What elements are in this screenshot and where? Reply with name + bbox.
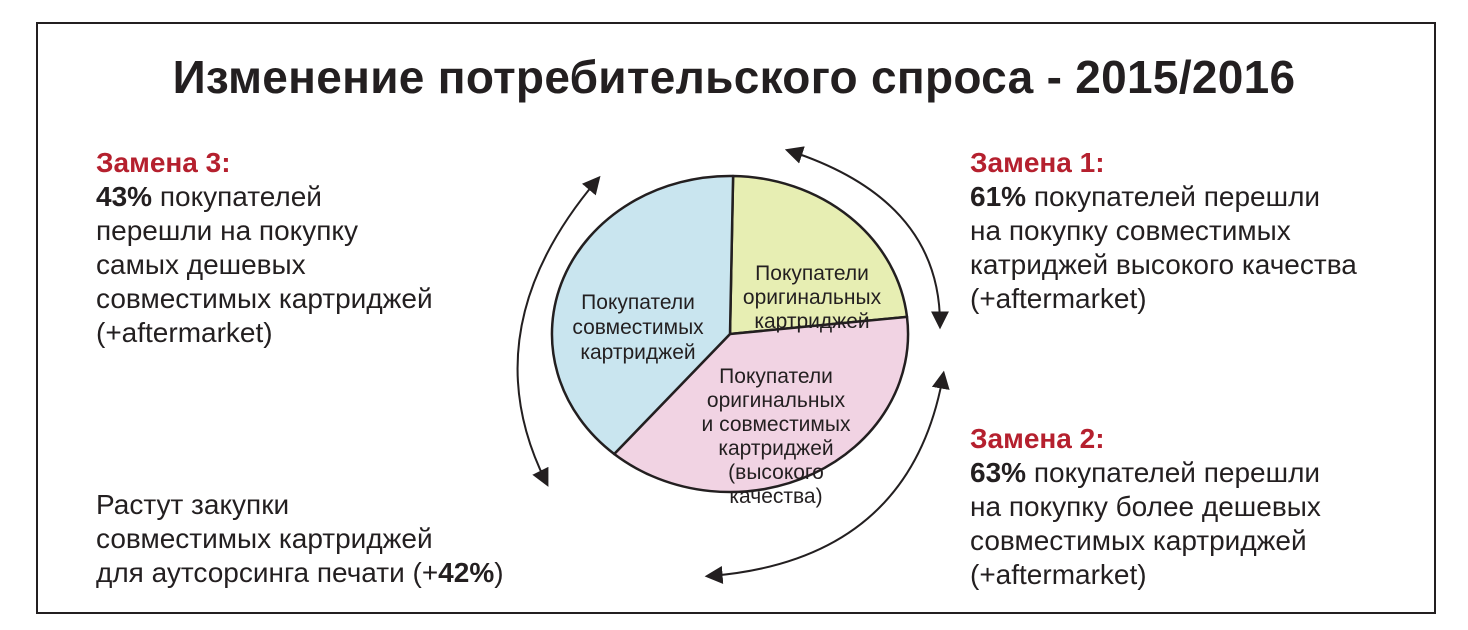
pie-slice-label-compatible: Покупатели совместимых картриджей bbox=[572, 291, 704, 364]
cycle-arrow-mixed-to-compatible bbox=[704, 370, 950, 584]
pie-slice-label-line: Покупатели bbox=[581, 291, 695, 314]
replacement-1-line-4: (+aftermarket) bbox=[970, 283, 1147, 314]
outsourcing-block: Растут закупки совместимых картриджей дл… bbox=[96, 488, 504, 590]
replacement-2-line-1: 63% покупателей перешли bbox=[970, 457, 1321, 488]
pie-slice-label-line: Покупатели bbox=[719, 365, 833, 388]
replacement-1-block: Замена 1: 61% покупателей перешли на пок… bbox=[970, 146, 1357, 316]
replacement-3-line-5: (+aftermarket) bbox=[96, 317, 273, 348]
replacement-3-heading: Замена 3: bbox=[96, 147, 231, 178]
replacement-2-percent: 63% bbox=[970, 457, 1027, 488]
replacement-1-line-3: катриджей высокого качества bbox=[970, 249, 1357, 280]
pie-slice-label-line: картриджей bbox=[718, 437, 833, 460]
replacement-3-block: Замена 3: 43% покупателей перешли на пок… bbox=[96, 146, 433, 350]
page-title: Изменение потребительского спроса - 2015… bbox=[172, 51, 1296, 103]
pie-slice-label-line: качества) bbox=[729, 485, 822, 508]
cycle-arrow-compatible-to-original bbox=[516, 175, 601, 487]
replacement-3-line-1: 43% покупателей bbox=[96, 181, 322, 212]
replacement-2-heading: Замена 2: bbox=[970, 423, 1105, 454]
replacement-2-line-3: совместимых картриджей bbox=[970, 525, 1307, 556]
pie-slice-label-line: картриджей bbox=[580, 341, 695, 364]
outsourcing-line-2: совместимых картриджей bbox=[96, 523, 433, 554]
outsourcing-percent: 42% bbox=[438, 557, 495, 588]
replacement-3-line-2: перешли на покупку bbox=[96, 215, 358, 246]
pie-slice-label-line: (высокого bbox=[728, 461, 824, 484]
replacement-1-line-1: 61% покупателей перешли bbox=[970, 181, 1321, 212]
replacement-3-line-4: совместимых картриджей bbox=[96, 283, 433, 314]
cycle-arrow-original-to-mixed bbox=[784, 146, 949, 330]
replacement-2-block: Замена 2: 63% покупателей перешли на пок… bbox=[970, 422, 1321, 592]
pie-slice-label-line: оригинальных bbox=[707, 389, 846, 412]
pie-slice-label-line: совместимых bbox=[572, 316, 704, 339]
replacement-1-percent: 61% bbox=[970, 181, 1027, 212]
outsourcing-line-1: Растут закупки bbox=[96, 489, 290, 520]
pie-slice-label-line: картриджей bbox=[754, 310, 869, 333]
replacement-2-line-2: на покупку более дешевых bbox=[970, 491, 1321, 522]
pie-slice-label-original: Покупатели оригинальных картриджей bbox=[743, 262, 882, 333]
replacement-3-percent: 43% bbox=[96, 181, 153, 212]
replacement-1-heading: Замена 1: bbox=[970, 147, 1105, 178]
replacement-3-line-3: самых дешевых bbox=[96, 249, 306, 280]
pie-slice-label-line: оригинальных bbox=[743, 286, 882, 309]
pie-slice-label-line: и совместимых bbox=[702, 413, 851, 436]
replacement-2-line-4: (+aftermarket) bbox=[970, 559, 1147, 590]
diagram-frame bbox=[36, 22, 1436, 614]
pie-slice-label-line: Покупатели bbox=[755, 262, 869, 285]
replacement-1-line-2: на покупку совместимых bbox=[970, 215, 1291, 246]
outsourcing-line-3: для аутсорсинга печати (+42%) bbox=[96, 557, 504, 588]
